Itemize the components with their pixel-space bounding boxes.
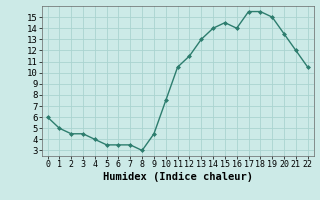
X-axis label: Humidex (Indice chaleur): Humidex (Indice chaleur) xyxy=(103,172,252,182)
